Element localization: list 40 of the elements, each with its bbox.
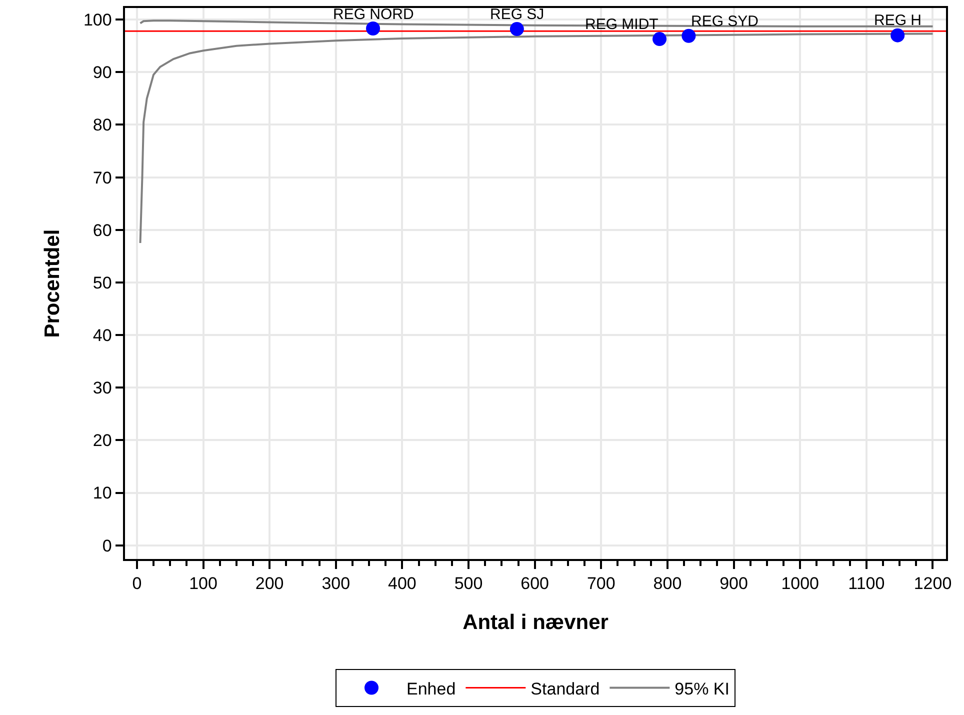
x-tick-label: 300 xyxy=(322,574,350,594)
x-axis-title: Antal i nævner xyxy=(462,610,608,634)
annotation: REG SJ xyxy=(490,6,544,23)
y-tick-label: 80 xyxy=(92,116,112,135)
y-tick-label: 60 xyxy=(92,220,112,240)
legend-label: Enhed xyxy=(406,679,456,698)
legend-label: Standard xyxy=(530,679,600,698)
x-tick-label: 0 xyxy=(132,574,142,594)
x-tick-label: 100 xyxy=(189,574,218,594)
x-tick-label: 1200 xyxy=(914,574,952,594)
x-tick-label: 700 xyxy=(586,574,616,594)
y-tick-label: 30 xyxy=(92,378,112,398)
x-tick-label: 400 xyxy=(388,574,416,594)
y-tick-label: 10 xyxy=(92,484,112,503)
y-tick-label: 40 xyxy=(92,326,112,345)
line-series xyxy=(139,32,934,244)
x-tick-label: 500 xyxy=(454,574,483,594)
point xyxy=(652,32,667,46)
y-tick-label: 20 xyxy=(92,431,112,450)
y-tick-label: 0 xyxy=(102,536,112,556)
annotation: REG MIDT xyxy=(585,16,658,33)
point xyxy=(366,22,380,36)
x-tick-label: 600 xyxy=(520,574,550,594)
x-tick-label: 200 xyxy=(255,574,284,594)
y-tick-label: 50 xyxy=(92,273,112,292)
annotation: REG SYD xyxy=(691,13,759,30)
y-axis-title: Procentdel xyxy=(41,229,64,338)
x-tick-label: 800 xyxy=(653,574,682,594)
y-tick-label: 100 xyxy=(83,10,112,30)
annotation: REG NORD xyxy=(333,6,414,23)
y-tick-label: 90 xyxy=(92,63,112,82)
annotation: REG H xyxy=(874,12,922,29)
x-tick-label: 900 xyxy=(720,574,748,594)
point xyxy=(682,28,696,43)
x-tick-label: 1000 xyxy=(781,574,820,594)
y-tick-label: 70 xyxy=(92,168,112,188)
x-tick-label: 1100 xyxy=(848,574,885,594)
point xyxy=(890,28,905,42)
point xyxy=(510,22,524,36)
legend-label: 95% KI xyxy=(674,679,730,698)
